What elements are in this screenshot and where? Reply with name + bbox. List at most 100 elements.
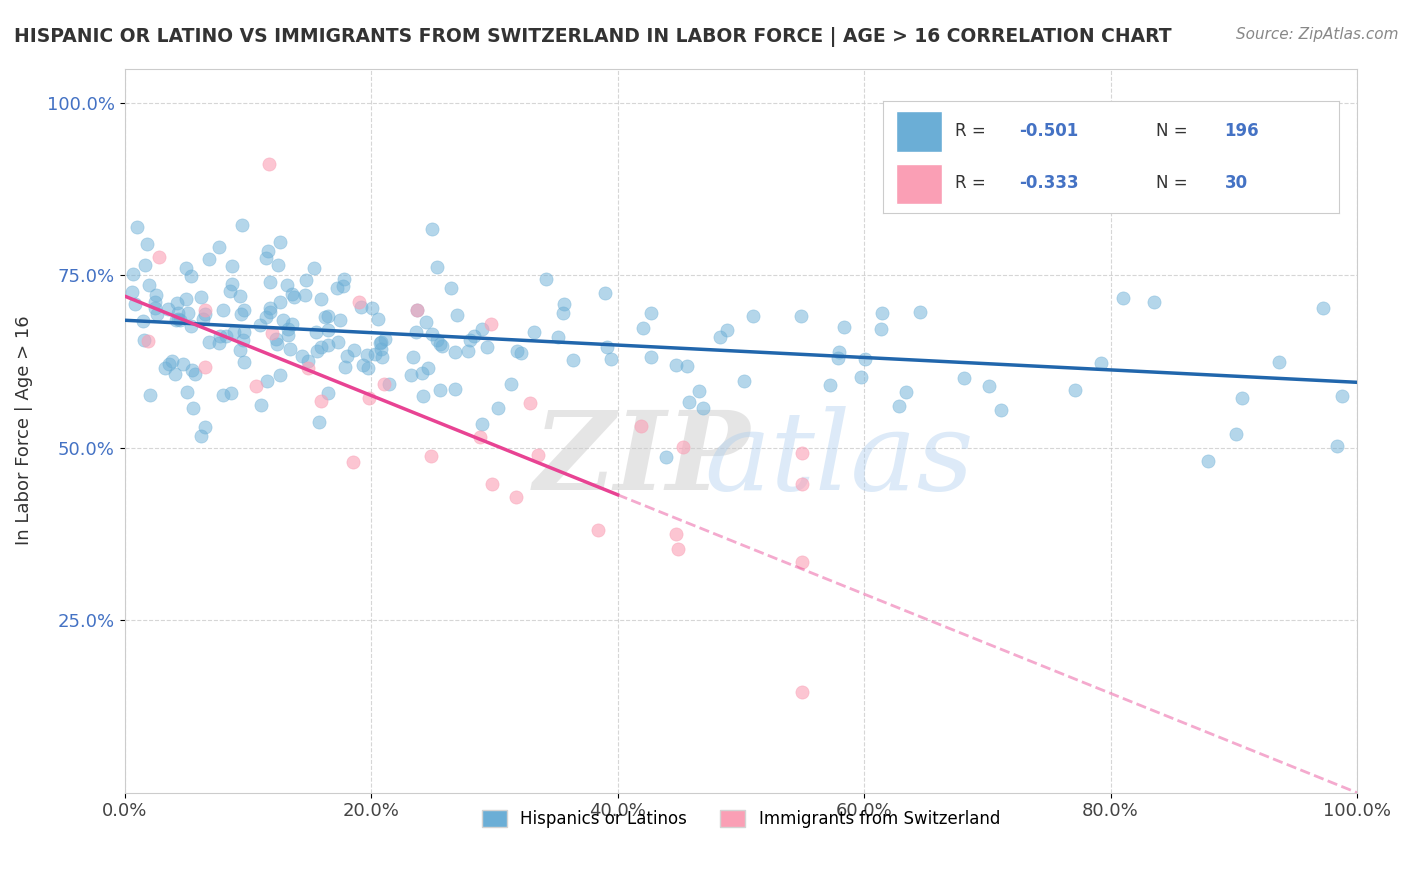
Point [499, 377, 522, 392]
Point [134, 333, 156, 347]
Point [162, 353, 184, 368]
Point [172, 357, 194, 371]
Point [631, 321, 654, 335]
Point [342, 455, 364, 469]
Point [333, 359, 356, 374]
Point [181, 363, 204, 377]
Point [212, 388, 235, 402]
Point [688, 384, 710, 398]
Point [547, 330, 569, 344]
Point [190, 428, 212, 442]
Point [329, 312, 352, 326]
Point [716, 323, 738, 337]
Point [406, 303, 429, 318]
Point [519, 396, 541, 410]
Point [245, 378, 267, 392]
Point [336, 350, 359, 364]
Point [596, 340, 619, 354]
Point [190, 290, 212, 304]
Point [416, 361, 439, 376]
Point [148, 251, 170, 265]
Point [460, 333, 482, 347]
Point [443, 382, 465, 396]
Point [176, 384, 198, 399]
Point [208, 329, 231, 343]
Point [429, 336, 451, 351]
Point [402, 351, 425, 365]
Point [664, 359, 686, 373]
Point [792, 476, 814, 491]
Point [420, 326, 443, 341]
Point [401, 368, 423, 383]
Point [256, 244, 278, 258]
Point [471, 322, 494, 336]
Point [908, 305, 931, 319]
Point [1326, 439, 1348, 453]
Point [1090, 356, 1112, 370]
Point [254, 310, 277, 325]
Point [370, 335, 392, 350]
Point [266, 332, 288, 346]
Point [193, 302, 215, 317]
Point [832, 319, 855, 334]
Point [180, 319, 202, 334]
Point [194, 419, 217, 434]
Point [411, 366, 433, 380]
Point [198, 252, 221, 266]
Point [257, 157, 280, 171]
Point [309, 393, 332, 408]
Point [553, 297, 575, 311]
Point [259, 305, 281, 319]
Point [709, 330, 731, 344]
Point [297, 360, 319, 375]
Point [551, 306, 574, 320]
Point [233, 325, 256, 339]
Point [316, 323, 339, 337]
Point [134, 258, 156, 272]
Point [429, 383, 451, 397]
Point [367, 312, 389, 326]
Point [444, 345, 467, 359]
Point [1197, 454, 1219, 468]
Point [1143, 294, 1166, 309]
Text: Source: ZipAtlas.com: Source: ZipAtlas.com [1236, 27, 1399, 42]
Point [232, 333, 254, 347]
Point [254, 251, 277, 265]
Point [269, 235, 291, 250]
Point [316, 310, 339, 324]
Point [666, 541, 689, 556]
Point [371, 350, 394, 364]
Point [357, 360, 380, 375]
Point [1232, 391, 1254, 405]
Point [266, 336, 288, 351]
Point [277, 322, 299, 336]
Point [361, 301, 384, 315]
Point [166, 296, 188, 310]
Point [229, 289, 252, 303]
Point [167, 306, 190, 320]
Point [269, 368, 291, 382]
Point [422, 222, 444, 236]
Text: ZIP: ZIP [534, 406, 751, 513]
Point [290, 349, 312, 363]
Point [221, 277, 243, 291]
Point [676, 359, 699, 374]
Point [316, 338, 339, 352]
Point [180, 269, 202, 284]
Point [121, 285, 143, 299]
Point [308, 415, 330, 429]
Point [827, 351, 849, 365]
Point [479, 317, 502, 331]
Point [271, 313, 294, 327]
Point [347, 295, 370, 310]
Point [281, 317, 304, 331]
Point [350, 300, 373, 314]
Point [692, 401, 714, 415]
Point [333, 271, 356, 285]
Point [896, 384, 918, 399]
Point [174, 260, 197, 275]
Point [309, 340, 332, 354]
Point [364, 347, 387, 361]
Point [343, 343, 366, 357]
Point [326, 280, 349, 294]
